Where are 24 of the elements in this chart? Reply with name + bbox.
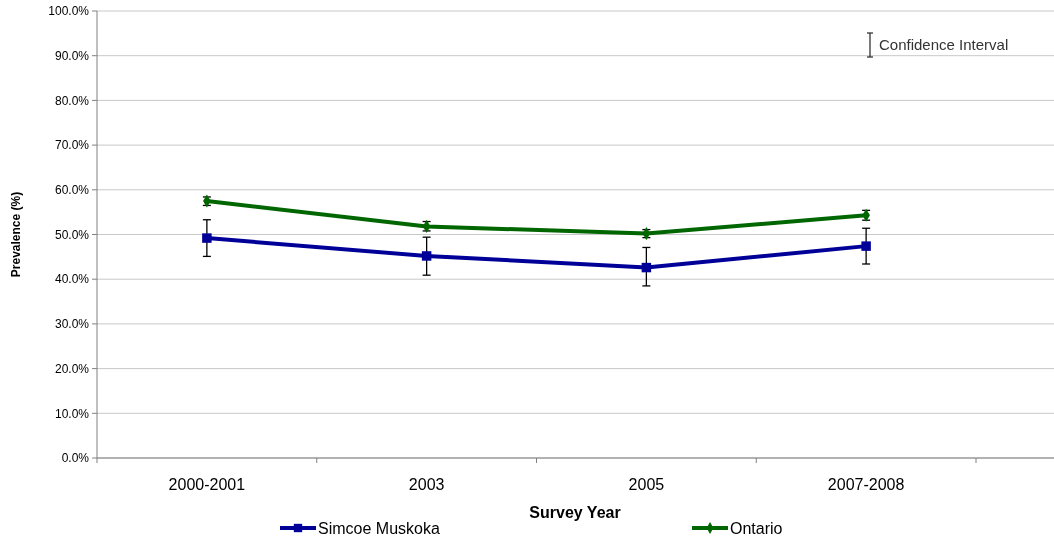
annotation: Confidence Interval: [879, 36, 1009, 54]
y-tick-label: 20.0%: [54, 361, 90, 376]
x-tick-label: 2000-2001: [168, 476, 246, 493]
point: [861, 241, 871, 251]
y-tick-label: 50.0%: [54, 227, 90, 242]
x-axis-title: Survey Year: [529, 504, 621, 521]
legend-label: Ontario: [730, 519, 783, 537]
point: [421, 251, 432, 261]
y-tick-label: 100.0%: [48, 4, 90, 19]
point: [641, 262, 652, 273]
y-tick-label: 70.0%: [54, 138, 90, 153]
y-axis-title: Prevalence (%): [9, 191, 23, 278]
x-tick-label: 2003: [408, 476, 445, 493]
point: [202, 233, 212, 243]
y-tick-label: 10.0%: [54, 406, 90, 421]
y-tick-label: 80.0%: [54, 93, 90, 108]
y-tick-label: 90.0%: [54, 48, 90, 63]
x-tick-label: 2005: [628, 476, 665, 493]
legend-label: Simcoe Muskoka: [318, 519, 440, 537]
y-tick-label: 60.0%: [54, 183, 90, 197]
y-tick-label: 40.0%: [54, 272, 90, 287]
y-tick-label: 30.0%: [54, 317, 90, 332]
x-tick-label: 2007-2008: [827, 476, 905, 493]
y-tick-label: 0.0%: [61, 451, 90, 466]
